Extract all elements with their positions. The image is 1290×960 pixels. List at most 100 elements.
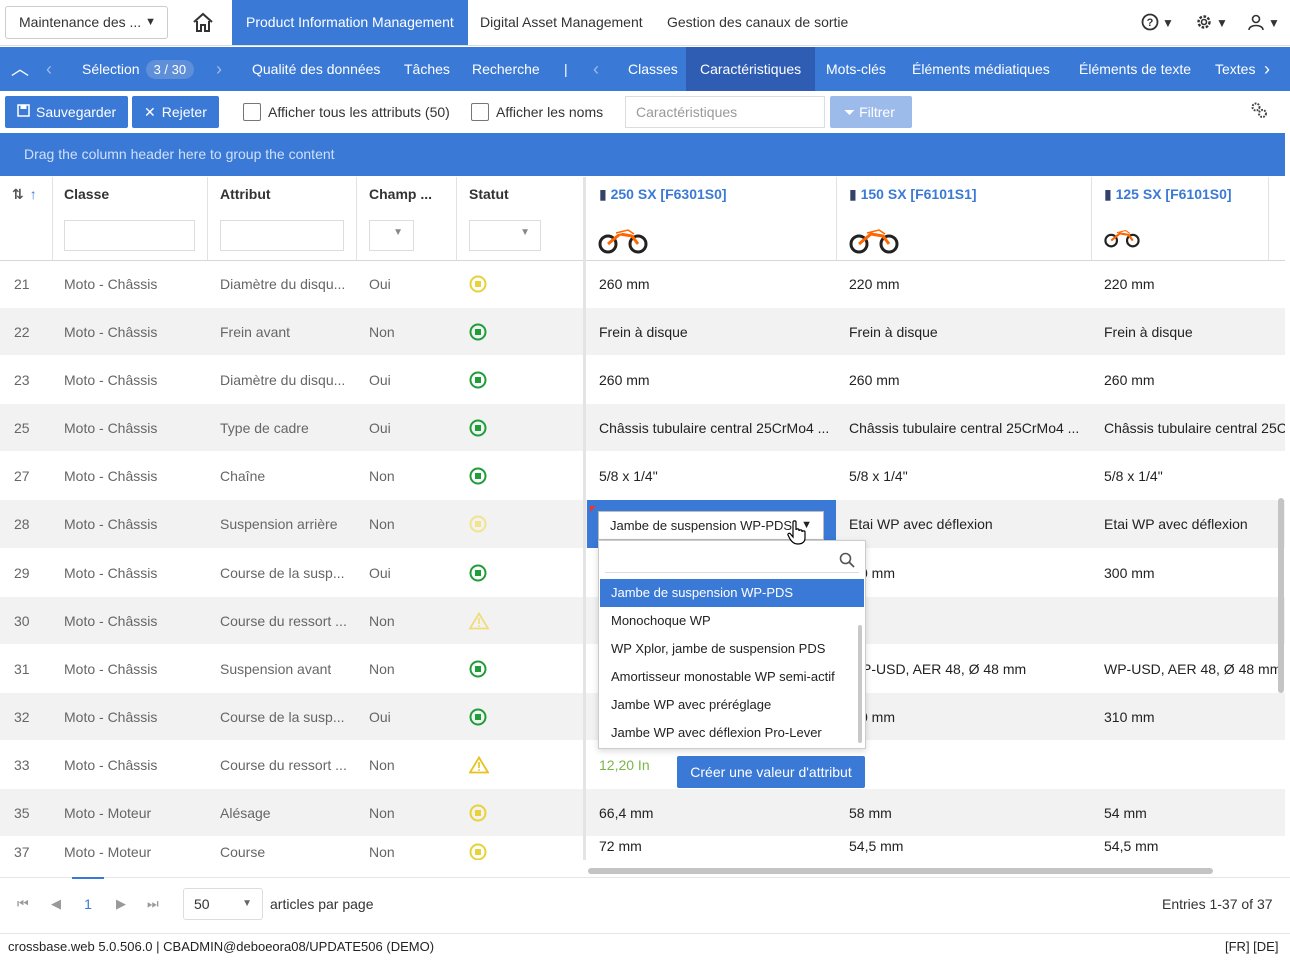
row-value-product-3[interactable]: Etai WP avec déflexion (1104, 516, 1248, 532)
dropdown-search-input[interactable] (605, 547, 859, 573)
row-value-product-2[interactable]: Châssis tubulaire central 25CrMo4 ... (849, 420, 1080, 436)
nav-item-texts[interactable]: Textes (1215, 61, 1256, 77)
chevron-left-icon[interactable]: ‹ (593, 59, 599, 79)
sort-icon[interactable]: ⇅ ↑ (12, 186, 37, 202)
vertical-scrollbar[interactable] (1278, 498, 1284, 693)
dropdown-option[interactable]: Jambe WP avec déflexion Pro-Lever (611, 725, 822, 740)
table-row[interactable]: 21 Moto - Châssis Diamètre du disqu... O… (0, 260, 1285, 308)
row-value-product-1[interactable]: Frein à disque (599, 324, 688, 340)
table-row[interactable]: 27 Moto - Châssis Chaîne Non 5/8 x 1/4" … (0, 452, 1285, 500)
dropdown-option[interactable]: Amortisseur monostable WP semi-actif (611, 669, 835, 684)
characteristics-filter-input[interactable]: Caractéristiques (625, 96, 825, 128)
row-value-product-3[interactable]: 300 mm (1104, 565, 1155, 581)
row-value-product-3[interactable]: 310 mm (1104, 709, 1155, 725)
chevron-left-icon[interactable]: ‹ (46, 59, 52, 79)
row-value-product-1[interactable]: 66,4 mm (599, 805, 654, 821)
tab-pim[interactable]: Product Information Management (232, 0, 468, 45)
row-value-product-3[interactable]: 54,5 mm (1104, 838, 1159, 854)
table-row[interactable]: 33 Moto - Châssis Course du ressort ... … (0, 741, 1285, 789)
nav-item-quality[interactable]: Qualité des données (252, 61, 381, 77)
group-drop-area[interactable]: Drag the column header here to group the… (0, 133, 1285, 176)
user-menu[interactable]: ▼ (1247, 11, 1280, 35)
filter-button[interactable]: ⏷ Filtrer (830, 96, 912, 128)
collapse-up-icon[interactable]: ︿ (11, 59, 29, 79)
footer-languages[interactable]: [FR] [DE] (1225, 939, 1279, 954)
dropdown-option[interactable]: Monochoque WP (611, 613, 711, 628)
attribute-value-select[interactable]: Jambe de suspension WP-PDS ▼ (598, 511, 824, 540)
column-header-statut[interactable]: Statut (469, 186, 509, 202)
table-row[interactable]: 31 Moto - Châssis Suspension avant Non P… (0, 645, 1285, 693)
maintenance-dropdown[interactable]: Maintenance des ... ▼ (5, 6, 168, 39)
next-page-icon[interactable]: ▶ (116, 896, 126, 911)
row-value-product-2[interactable]: 260 mm (849, 372, 900, 388)
nav-item-media[interactable]: Éléments médiatiques (912, 61, 1050, 77)
row-value-product-2[interactable]: Etai WP avec déflexion (849, 516, 993, 532)
row-value-product-2[interactable]: 5/8 x 1/4" (849, 468, 908, 484)
settings-menu[interactable]: ▼ (1195, 11, 1228, 35)
page-number-current[interactable]: 1 (72, 877, 104, 930)
nav-item-tasks[interactable]: Tâches (404, 61, 450, 77)
dropdown-option[interactable]: Jambe WP avec préréglage (611, 697, 772, 712)
table-row[interactable]: 22 Moto - Châssis Frein avant Non Frein … (0, 308, 1285, 356)
filter-classe-input[interactable] (64, 220, 195, 251)
chevron-right-icon[interactable]: › (216, 59, 222, 79)
grid-settings-icon[interactable] (1250, 101, 1270, 121)
chevron-right-icon[interactable]: › (1264, 59, 1270, 79)
dropdown-scrollbar[interactable] (858, 625, 862, 743)
row-value-product-1[interactable]: 12,20 In (599, 757, 650, 773)
filter-champ-select[interactable]: ▼ (369, 220, 414, 251)
filter-statut-select[interactable]: ▼ (469, 220, 541, 251)
row-value-product-3[interactable]: 260 mm (1104, 372, 1155, 388)
column-header-product-3[interactable]: ▮ 125 SX [F6101S0] (1104, 177, 1232, 212)
column-header-product-2[interactable]: ▮ 150 SX [F6101S1] (849, 177, 977, 212)
column-header-attribut[interactable]: Attribut (220, 186, 271, 202)
row-value-product-2[interactable]: 58 mm (849, 805, 892, 821)
row-value-product-2[interactable]: 0 mm (860, 709, 895, 725)
table-row[interactable]: 25 Moto - Châssis Type de cadre Oui Châs… (0, 404, 1285, 452)
row-value-product-3[interactable]: Châssis tubulaire central 25CrMo4 (1104, 420, 1285, 436)
create-attribute-value-button[interactable]: Créer une valeur d'attribut (677, 756, 865, 788)
nav-item-classes[interactable]: Classes (628, 61, 678, 77)
table-row[interactable]: 23 Moto - Châssis Diamètre du disqu... O… (0, 356, 1285, 404)
nav-item-text-elements[interactable]: Éléments de texte (1079, 61, 1192, 77)
tab-dam[interactable]: Digital Asset Management (480, 14, 643, 30)
table-row[interactable]: 37 Moto - Moteur Course Non 72 mm 54,5 m… (0, 837, 1285, 860)
row-value-product-2[interactable]: 0 mm (860, 565, 895, 581)
row-value-product-2[interactable]: P-USD, AER 48, Ø 48 mm (862, 661, 1027, 677)
frozen-column-splitter[interactable] (583, 177, 586, 860)
row-value-product-1[interactable]: 5/8 x 1/4" (599, 468, 658, 484)
nav-item-search[interactable]: Recherche (472, 61, 540, 77)
row-value-product-2[interactable]: Frein à disque (849, 324, 938, 340)
dropdown-option[interactable]: Jambe de suspension WP-PDS (600, 579, 864, 607)
reject-button[interactable]: ✕ Rejeter (132, 96, 219, 128)
filter-attribut-input[interactable] (220, 220, 344, 251)
row-value-product-1[interactable]: 260 mm (599, 372, 650, 388)
row-value-product-2[interactable]: 54,5 mm (849, 838, 904, 854)
page-size-select[interactable]: 50 ▼ (183, 888, 263, 920)
help-menu[interactable]: ? ▼ (1141, 11, 1174, 35)
selection-button[interactable]: Sélection 3 / 30 (82, 47, 195, 91)
row-value-product-3[interactable]: WP-USD, AER 48, Ø 48 mm (1104, 661, 1282, 677)
row-value-product-1[interactable]: 72 mm (599, 838, 642, 854)
nav-item-keywords[interactable]: Mots-clés (826, 61, 886, 77)
table-row[interactable]: 35 Moto - Moteur Alésage Non 66,4 mm 58 … (0, 789, 1285, 837)
home-icon[interactable] (190, 10, 216, 36)
column-header-classe[interactable]: Classe (64, 186, 110, 202)
nav-item-characteristics[interactable]: Caractéristiques (686, 47, 816, 91)
save-button[interactable]: Sauvegarder (5, 96, 129, 128)
last-page-icon[interactable]: ⏭ (147, 896, 159, 911)
tab-output-channels[interactable]: Gestion des canaux de sortie (667, 14, 849, 30)
row-value-product-1[interactable]: 260 mm (599, 276, 650, 292)
column-header-champ[interactable]: Champ ... (369, 186, 433, 202)
dropdown-option[interactable]: WP Xplor, jambe de suspension PDS (611, 641, 826, 656)
row-value-product-1[interactable]: Châssis tubulaire central 25CrMo4 ... (599, 420, 829, 436)
show-all-attributes-checkbox[interactable] (243, 103, 261, 121)
row-value-product-3[interactable]: Frein à disque (1104, 324, 1193, 340)
prev-page-icon[interactable]: ◀ (51, 896, 61, 911)
row-value-product-3[interactable]: 5/8 x 1/4" (1104, 468, 1163, 484)
column-header-product-1[interactable]: ▮ 250 SX [F6301S0] (599, 177, 727, 212)
row-value-product-3[interactable]: 220 mm (1104, 276, 1155, 292)
row-value-product-2[interactable]: 220 mm (849, 276, 900, 292)
show-names-checkbox[interactable] (471, 103, 489, 121)
horizontal-scrollbar[interactable] (588, 868, 1213, 874)
